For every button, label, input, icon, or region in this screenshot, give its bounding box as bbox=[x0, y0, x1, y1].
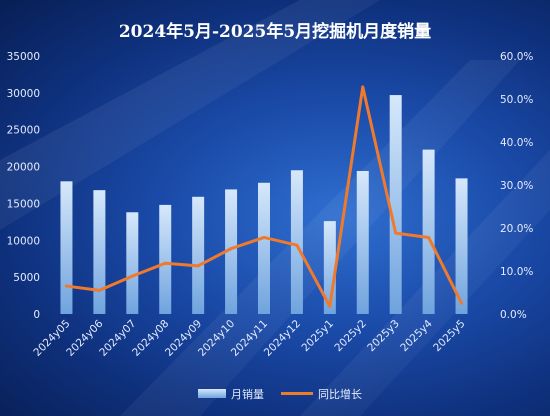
line-point bbox=[328, 304, 332, 308]
y-left-tick-label: 15000 bbox=[7, 198, 40, 210]
line-point bbox=[427, 235, 431, 239]
bar bbox=[290, 170, 303, 314]
bar bbox=[225, 189, 238, 314]
y-left-tick-label: 20000 bbox=[7, 162, 40, 174]
bar bbox=[258, 182, 270, 314]
y-left-tick-label: 30000 bbox=[7, 88, 40, 100]
line-point bbox=[130, 274, 134, 278]
y-left-tick-label: 25000 bbox=[7, 125, 40, 137]
bar bbox=[389, 95, 402, 314]
y-right-tick-label: 50.0% bbox=[500, 94, 533, 106]
y-left-tick-label: 35000 bbox=[7, 51, 40, 63]
bar bbox=[192, 196, 205, 314]
line-point bbox=[229, 247, 233, 251]
chart-title: 2024年5月-2025年5月挖掘机月度销量 bbox=[119, 21, 431, 42]
y-right-tick-label: 60.0% bbox=[500, 51, 533, 63]
legend-label-bar: 月销量 bbox=[231, 387, 264, 401]
right-axis: 0.0% 10.0% 20.0% 30.0% 40.0% 50.0% 60.0% bbox=[500, 51, 533, 321]
bar bbox=[93, 190, 106, 314]
line-point bbox=[64, 284, 68, 288]
line-point bbox=[361, 85, 365, 89]
line-point bbox=[295, 243, 299, 247]
y-right-tick-label: 20.0% bbox=[500, 223, 533, 235]
x-tick-label: 2025y1 bbox=[299, 318, 336, 355]
legend-swatch-bar bbox=[198, 389, 226, 398]
bar bbox=[159, 204, 172, 314]
bar bbox=[126, 212, 139, 314]
legend: 月销量 同比增长 bbox=[198, 387, 362, 401]
line-point bbox=[196, 264, 200, 268]
bar-series bbox=[60, 95, 468, 314]
y-right-tick-label: 40.0% bbox=[500, 137, 533, 149]
y-right-tick-label: 10.0% bbox=[500, 266, 533, 278]
line-point bbox=[460, 301, 464, 305]
line-point bbox=[163, 261, 167, 265]
line-point bbox=[97, 288, 101, 292]
legend-label-line: 同比增长 bbox=[318, 387, 362, 401]
bar bbox=[422, 149, 435, 314]
y-right-tick-label: 30.0% bbox=[500, 180, 533, 192]
line-series bbox=[64, 85, 464, 308]
y-left-tick-label: 10000 bbox=[7, 235, 40, 247]
bar bbox=[455, 178, 468, 314]
left-axis: 0 5000 10000 15000 20000 25000 30000 35000 bbox=[7, 51, 40, 321]
y-right-tick-label: 0.0% bbox=[500, 309, 527, 321]
line-point bbox=[262, 235, 266, 239]
y-left-tick-label: 5000 bbox=[13, 272, 40, 284]
bar bbox=[60, 181, 73, 314]
line-point bbox=[394, 231, 398, 235]
y-left-tick-label: 0 bbox=[33, 309, 40, 321]
bar bbox=[356, 170, 369, 314]
